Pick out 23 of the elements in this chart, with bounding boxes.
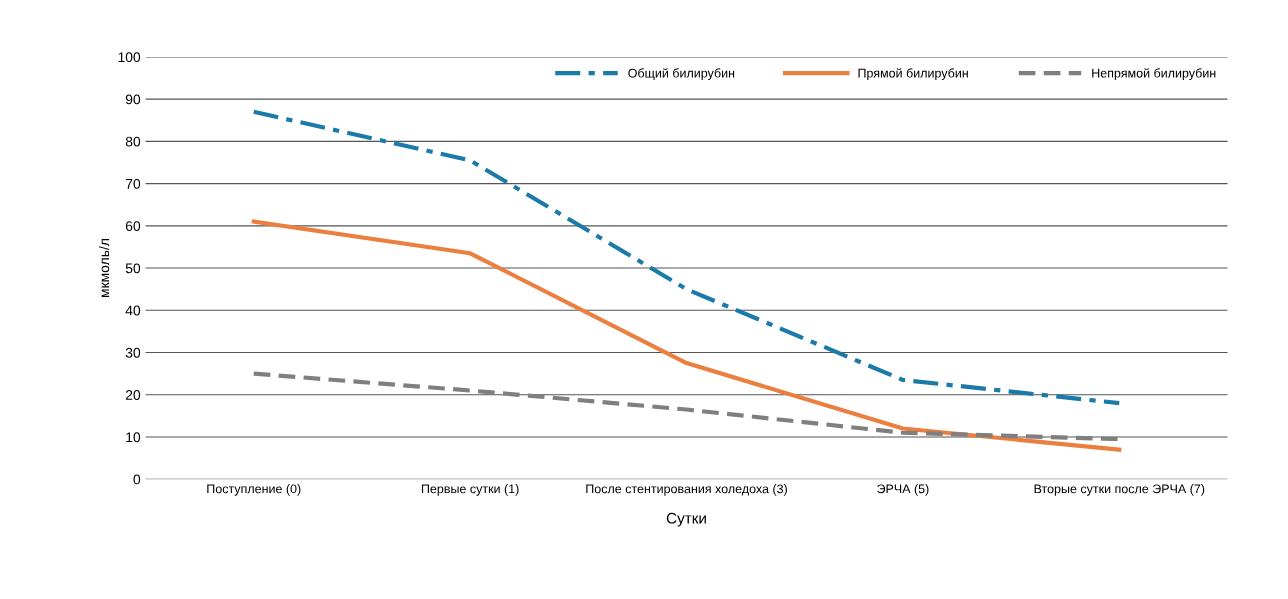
y-tick-label: 50 xyxy=(125,263,141,274)
x-axis-title: Сутки xyxy=(666,512,706,527)
y-tick-label: 0 xyxy=(133,474,141,485)
x-tick-label: Вторые сутки после ЭРЧА (7) xyxy=(1034,484,1205,496)
y-axis-title: мкмоль/л xyxy=(99,239,110,298)
y-tick-label: 70 xyxy=(125,178,141,189)
x-tick-label: После стентирования холедоха (3) xyxy=(586,484,787,496)
y-tick-label: 20 xyxy=(125,390,141,400)
x-tick-label: Поступление (0) xyxy=(207,484,301,496)
legend-label: Общий билирубин xyxy=(628,68,735,81)
legend-label: Прямой билирубин xyxy=(858,68,968,81)
y-tick-label: 10 xyxy=(126,432,141,443)
y-tick-label: 40 xyxy=(125,305,141,316)
line-series xyxy=(251,109,1122,406)
legend-label: Непрямой билирубин xyxy=(1092,68,1216,81)
y-tick-label: 30 xyxy=(125,347,141,358)
line-series xyxy=(251,219,1122,452)
y-tick-label: 60 xyxy=(125,221,141,231)
y-tick-label: 100 xyxy=(118,52,141,63)
y-tick-label: 90 xyxy=(125,94,141,105)
x-tick-label: Первые сутки (1) xyxy=(421,484,519,496)
x-tick-label: ЭРЧА (5) xyxy=(877,484,929,496)
y-tick-label: 80 xyxy=(125,136,141,147)
